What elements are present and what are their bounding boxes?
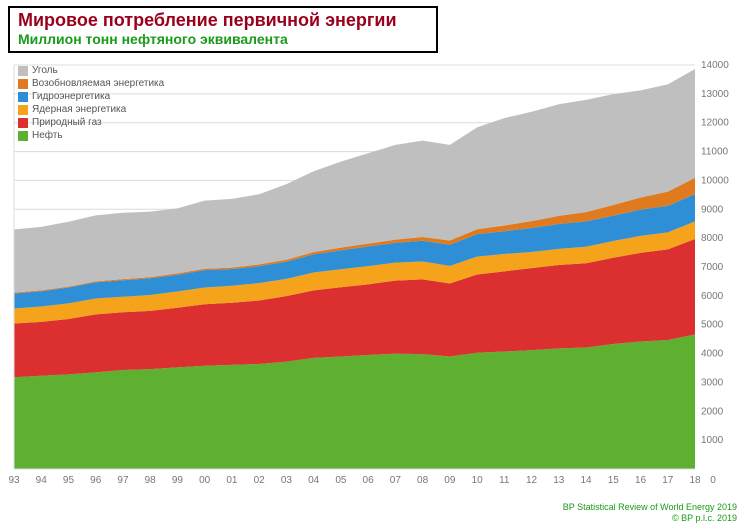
legend-item: Ядерная энергетика <box>18 103 164 116</box>
title-box: Мировое потребление первичной энергии Ми… <box>8 6 438 53</box>
legend-label: Уголь <box>32 64 58 77</box>
y-axis-label: 2000 <box>701 406 724 417</box>
y-axis-label: 6000 <box>701 291 724 302</box>
legend-item: Нефть <box>18 129 164 142</box>
x-axis-label: 07 <box>390 475 402 486</box>
x-axis-label: 13 <box>553 475 565 486</box>
legend-swatch <box>18 105 28 115</box>
y-axis-label: 4000 <box>701 348 724 359</box>
credit-source: BP Statistical Review of World Energy 20… <box>563 502 737 512</box>
y-axis-label: 5000 <box>701 319 724 330</box>
x-axis-label: 17 <box>662 475 674 486</box>
x-axis-label: 14 <box>580 475 592 486</box>
x-axis-label: 0 <box>710 475 716 486</box>
legend-swatch <box>18 92 28 102</box>
x-axis-label: 03 <box>281 475 293 486</box>
legend-label: Нефть <box>32 129 63 142</box>
chart-legend: УгольВозобновляемая энергетикаГидроэнерг… <box>18 64 164 142</box>
legend-label: Природный газ <box>32 116 102 129</box>
x-axis-label: 94 <box>36 475 48 486</box>
legend-swatch <box>18 118 28 128</box>
x-axis-label: 12 <box>526 475 538 486</box>
x-axis-label: 18 <box>689 475 701 486</box>
legend-item: Гидроэнергетика <box>18 90 164 103</box>
x-axis-label: 06 <box>363 475 375 486</box>
credit-copyright: © BP p.l.c. 2019 <box>563 513 737 523</box>
legend-swatch <box>18 79 28 89</box>
y-axis-label: 12000 <box>701 117 729 128</box>
y-axis-label: 9000 <box>701 204 724 215</box>
y-axis-label: 8000 <box>701 233 724 244</box>
x-axis-label: 98 <box>145 475 157 486</box>
x-axis-label: 09 <box>444 475 456 486</box>
x-axis-label: 04 <box>308 475 320 486</box>
y-axis-label: 7000 <box>701 262 724 273</box>
y-axis-label: 1000 <box>701 435 724 446</box>
y-axis-label: 10000 <box>701 175 729 186</box>
x-axis-label: 93 <box>8 475 20 486</box>
credits: BP Statistical Review of World Energy 20… <box>563 502 737 523</box>
x-axis-label: 16 <box>635 475 647 486</box>
legend-label: Ядерная энергетика <box>32 103 126 116</box>
legend-swatch <box>18 66 28 76</box>
x-axis-label: 02 <box>254 475 266 486</box>
y-axis-label: 3000 <box>701 377 724 388</box>
x-axis-label: 11 <box>499 475 510 486</box>
x-axis-label: 01 <box>226 475 238 486</box>
x-axis-label: 96 <box>90 475 102 486</box>
legend-item: Возобновляемая энергетика <box>18 77 164 90</box>
legend-label: Возобновляемая энергетика <box>32 77 164 90</box>
y-axis-label: 13000 <box>701 89 729 100</box>
legend-item: Уголь <box>18 64 164 77</box>
x-axis-label: 95 <box>63 475 75 486</box>
x-axis-label: 10 <box>472 475 484 486</box>
x-axis-label: 08 <box>417 475 429 486</box>
x-axis-label: 00 <box>199 475 211 486</box>
x-axis-label: 97 <box>117 475 129 486</box>
page: Мировое потребление первичной энергии Ми… <box>0 0 747 525</box>
x-axis-label: 05 <box>335 475 347 486</box>
chart-subtitle: Миллион тонн нефтяного эквивалента <box>18 31 428 47</box>
y-axis-label: 11000 <box>701 146 729 157</box>
legend-swatch <box>18 131 28 141</box>
x-axis-label: 15 <box>608 475 620 486</box>
legend-label: Гидроэнергетика <box>32 90 110 103</box>
chart-title: Мировое потребление первичной энергии <box>18 10 428 31</box>
x-axis-label: 99 <box>172 475 184 486</box>
y-axis-label: 14000 <box>701 60 729 71</box>
legend-item: Природный газ <box>18 116 164 129</box>
